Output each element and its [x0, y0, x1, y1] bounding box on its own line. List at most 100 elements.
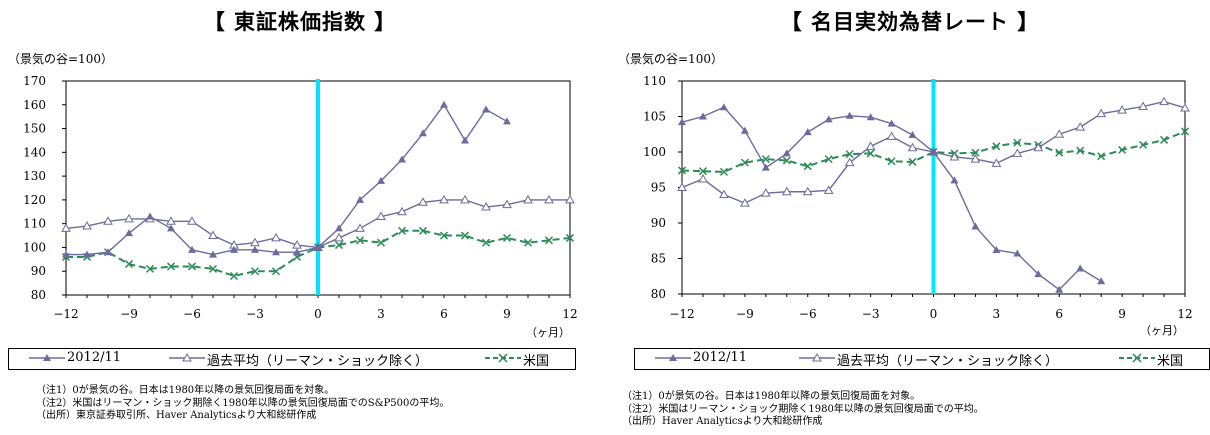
data-point — [1139, 140, 1148, 149]
data-point — [992, 142, 1001, 151]
data-point — [250, 267, 260, 276]
data-point — [503, 117, 511, 125]
data-point — [461, 136, 469, 144]
data-point — [1034, 270, 1043, 278]
data-point — [481, 238, 491, 247]
chart-legend: 2012/11 過去平均（リーマン・ショック除く） 米国 — [634, 348, 1210, 370]
data-point — [166, 216, 176, 225]
x-tick-label: −3 — [862, 307, 880, 321]
x-tick-label: −12 — [669, 307, 694, 321]
y-tick-label: 80 — [651, 287, 666, 301]
legend-label: 2012/11 — [67, 350, 122, 365]
data-point — [1075, 122, 1086, 131]
data-point — [1180, 102, 1190, 112]
data-point — [398, 155, 406, 163]
legend-label: 過去平均（リーマン・ショック除く） — [837, 354, 1059, 369]
data-point — [845, 150, 854, 159]
data-point — [844, 157, 855, 167]
y-tick-label: 120 — [23, 193, 46, 207]
legend-swatch — [799, 352, 835, 362]
data-point — [1159, 96, 1169, 106]
unit-label: （景気の谷=100） — [8, 52, 113, 66]
data-point — [544, 236, 554, 245]
data-point — [565, 194, 575, 204]
data-point — [145, 264, 155, 273]
data-point — [544, 194, 554, 204]
y-tick-label: 160 — [23, 98, 46, 112]
data-point — [502, 233, 512, 242]
data-point — [1180, 127, 1190, 136]
data-point — [376, 238, 386, 247]
x-tick-label: −9 — [120, 307, 138, 321]
stock-index-panel: 【 東証株価指数 】 （景気の谷=100） 80 90 100 110 120 130 14… — [0, 0, 600, 435]
data-point — [886, 131, 897, 140]
data-point — [950, 176, 959, 184]
data-point — [1013, 249, 1022, 257]
note-line: （出所）東京証券取引所、Haver Analyticsより大和総研作成 — [36, 410, 317, 421]
data-point — [761, 155, 770, 164]
data-point — [760, 188, 771, 197]
data-point — [397, 226, 407, 235]
data-point — [208, 264, 218, 273]
chart-notes: （注1）0が景気の谷。日本は1980年以降の景気回復局面を対象。 （注2）米国は… — [622, 391, 984, 429]
data-point — [460, 194, 470, 204]
data-point — [887, 119, 896, 127]
data-point — [740, 198, 750, 207]
x-axis-unit: （ヶ月） — [1140, 324, 1184, 337]
data-point — [824, 115, 833, 123]
legend-swatch — [1119, 353, 1155, 363]
data-point — [272, 248, 280, 256]
note-line: （注2）米国はリーマン・ショック期除く1980年以降の景気回復局面でのS&P50… — [36, 397, 450, 409]
note-line: （注2）米国はリーマン・ショック期除く1980年以降の景気回復局面での平均。 — [622, 403, 984, 415]
chart-title: 【 東証株価指数 】 — [203, 10, 397, 34]
data-point — [83, 250, 91, 258]
data-point — [251, 245, 259, 253]
x-tick-label: 12 — [562, 307, 577, 321]
data-point — [209, 250, 217, 258]
data-point — [124, 213, 134, 223]
data-point — [761, 163, 770, 171]
data-point — [335, 224, 343, 232]
data-point — [356, 195, 364, 203]
y-tick-label: 100 — [23, 240, 46, 254]
data-point — [439, 194, 449, 204]
y-tick-label: 105 — [643, 110, 666, 124]
data-point — [146, 212, 154, 220]
legend-label: 米国 — [523, 354, 550, 369]
data-point — [698, 173, 708, 183]
x-tick-label: 3 — [993, 307, 1001, 321]
data-point — [782, 149, 791, 157]
data-point — [1055, 148, 1064, 157]
data-point — [698, 112, 707, 120]
data-point — [1055, 285, 1064, 293]
y-tick-label: 150 — [23, 122, 46, 136]
data-point — [929, 148, 938, 155]
data-point — [460, 231, 470, 240]
note-line: （注1）0が景気の谷。日本は1980年以降の景気回復局面を対象。 — [622, 391, 921, 402]
data-point — [293, 248, 301, 256]
data-point — [992, 245, 1001, 253]
data-point — [1138, 101, 1148, 111]
y-tick-label: 90 — [31, 264, 46, 278]
data-point — [62, 250, 70, 258]
unit-label: （景気の谷=100） — [618, 52, 723, 66]
exchange-rate-panel: 【 名目実効為替レート 】 （景気の谷=100） 80 85 90 95 100 105 1… — [610, 0, 1210, 435]
x-tick-label: −3 — [246, 307, 264, 321]
data-point — [802, 186, 813, 196]
data-point — [523, 238, 533, 247]
data-point — [1013, 138, 1022, 147]
legend-label: 2012/11 — [693, 350, 748, 365]
x-tick-label: −6 — [183, 307, 201, 321]
data-point — [188, 245, 196, 253]
data-point — [376, 211, 386, 221]
data-point — [803, 162, 812, 171]
legend-swatch — [169, 352, 205, 362]
data-point — [166, 262, 176, 271]
data-point — [907, 142, 918, 152]
data-point — [719, 103, 728, 111]
x-tick-label: 0 — [314, 307, 322, 321]
data-point — [292, 240, 302, 249]
data-point — [61, 223, 71, 232]
data-point — [482, 105, 490, 113]
data-point — [377, 176, 385, 184]
